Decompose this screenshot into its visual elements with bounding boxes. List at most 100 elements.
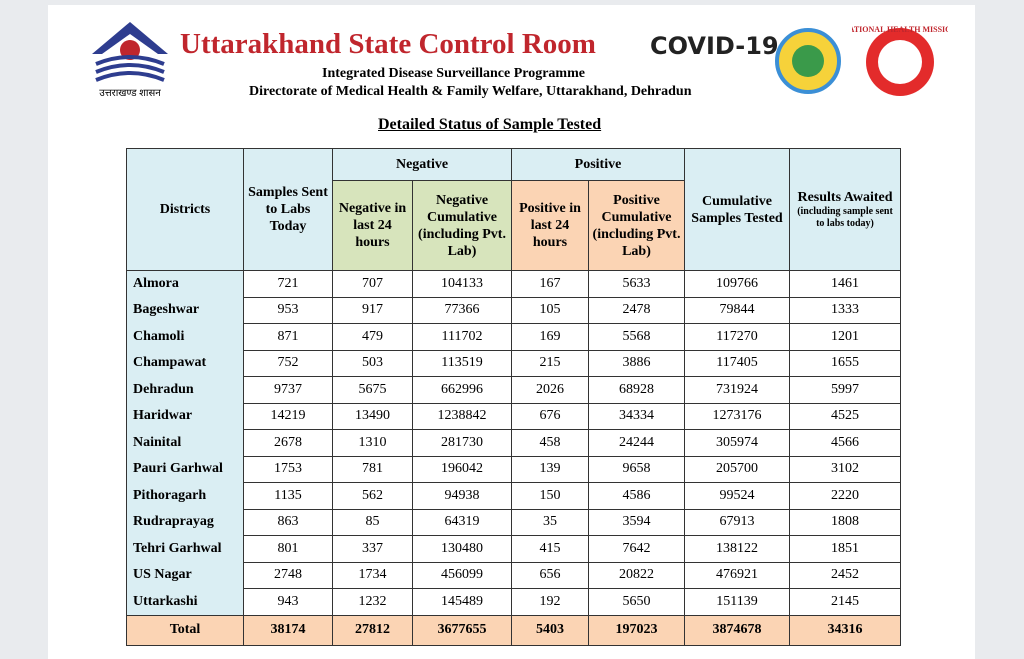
value-cell: 479 — [332, 323, 413, 351]
value-cell: 169 — [511, 323, 589, 351]
value-cell: 3102 — [789, 455, 901, 483]
table-row: Bageshwar 953 917 77366 105 2478 79844 1333 — [126, 296, 901, 324]
value-cell: 196042 — [412, 455, 512, 483]
header-note: (including sample sent to labs today) — [797, 206, 893, 229]
value-cell: 953 — [243, 296, 333, 324]
status-table: Districts Samples Sent to Labs Today Negat… — [126, 148, 901, 646]
value-cell: 4525 — [789, 402, 901, 430]
value-cell: 5403 — [511, 614, 589, 646]
value-cell: 337 — [332, 535, 413, 563]
value-cell: 130480 — [412, 535, 512, 563]
table-row: Dehradun 9737 5675 662996 2026 68928 731924 599… — [126, 376, 901, 404]
value-cell: 111702 — [412, 323, 512, 351]
value-cell: 2678 — [243, 429, 333, 457]
value-cell: 1753 — [243, 455, 333, 483]
district-cell: US Nagar — [126, 562, 244, 589]
value-cell: 731924 — [684, 376, 790, 404]
value-cell: 2452 — [789, 561, 901, 589]
value-cell: 1808 — [789, 508, 901, 536]
value-cell: 109766 — [684, 270, 790, 298]
table-row: US Nagar 2748 1734 456099 656 20822 476921 2452 — [126, 561, 901, 589]
value-cell: 113519 — [412, 349, 512, 377]
table-row: Haridwar 14219 13490 1238842 676 34334 1273176… — [126, 402, 901, 430]
value-cell: 7642 — [588, 535, 685, 563]
header-cell: Results Awaited (including sample sent to… — [789, 148, 901, 271]
state-logo: उत्तराखण्ड शासन — [92, 22, 168, 99]
header-cell: Districts — [126, 148, 244, 271]
value-cell: 13490 — [332, 402, 413, 430]
table-row: Champawat 752 503 113519 215 3886 117405 1655 — [126, 349, 901, 377]
value-cell: 104133 — [412, 270, 512, 298]
value-cell: 105 — [511, 296, 589, 324]
header-cell: Positive Cumulative (including Pvt. Lab) — [588, 180, 685, 271]
value-cell: 20822 — [588, 561, 685, 589]
value-cell: 94938 — [412, 482, 512, 510]
value-cell: 676 — [511, 402, 589, 430]
value-cell: 781 — [332, 455, 413, 483]
table-row: Uttarkashi 943 1232 145489 192 5650 151139 2145 — [126, 588, 901, 616]
value-cell: 1232 — [332, 588, 413, 616]
header-cell: Samples Sent to Labs Today — [243, 148, 333, 271]
value-cell: 34334 — [588, 402, 685, 430]
value-cell: 4566 — [789, 429, 901, 457]
value-cell: 801 — [243, 535, 333, 563]
value-cell: 917 — [332, 296, 413, 324]
value-cell: 197023 — [588, 614, 685, 646]
district-cell: Champawat — [126, 350, 244, 377]
value-cell: 863 — [243, 508, 333, 536]
table-row: Rudraprayag 863 85 64319 35 3594 67913 1808 — [126, 508, 901, 536]
value-cell: 9737 — [243, 376, 333, 404]
value-cell: 68928 — [588, 376, 685, 404]
value-cell: 117270 — [684, 323, 790, 351]
district-cell: Total — [126, 614, 244, 646]
value-cell: 5997 — [789, 376, 901, 404]
value-cell: 4586 — [588, 482, 685, 510]
value-cell: 35 — [511, 508, 589, 536]
district-cell: Chamoli — [126, 323, 244, 350]
value-cell: 458 — [511, 429, 589, 457]
value-cell: 656 — [511, 561, 589, 589]
value-cell: 1655 — [789, 349, 901, 377]
value-cell: 24244 — [588, 429, 685, 457]
table-row: Pithoragarh 1135 562 94938 150 4586 99524 2220 — [126, 482, 901, 510]
value-cell: 192 — [511, 588, 589, 616]
value-cell: 5675 — [332, 376, 413, 404]
value-cell: 38174 — [243, 614, 333, 646]
header-cell: Negative — [332, 148, 512, 181]
caption: Detailed Status of Sample Tested — [378, 116, 602, 133]
value-cell: 562 — [332, 482, 413, 510]
value-cell: 456099 — [412, 561, 512, 589]
value-cell: 5633 — [588, 270, 685, 298]
value-cell: 205700 — [684, 455, 790, 483]
header-cell: Positive in last 24 hours — [511, 180, 589, 271]
value-cell: 1135 — [243, 482, 333, 510]
value-cell: 1851 — [789, 535, 901, 563]
value-cell: 281730 — [412, 429, 512, 457]
value-cell: 752 — [243, 349, 333, 377]
value-cell: 2220 — [789, 482, 901, 510]
value-cell: 1238842 — [412, 402, 512, 430]
district-cell: Rudraprayag — [126, 509, 244, 536]
value-cell: 2478 — [588, 296, 685, 324]
table-row: Nainital 2678 1310 281730 458 24244 305974 4566 — [126, 429, 901, 457]
value-cell: 9658 — [588, 455, 685, 483]
value-cell: 167 — [511, 270, 589, 298]
district-cell: Uttarkashi — [126, 588, 244, 615]
covid-logo: COVID-19 — [650, 32, 779, 60]
district-cell: Nainital — [126, 429, 244, 456]
district-cell: Dehradun — [126, 376, 244, 403]
value-cell: 5650 — [588, 588, 685, 616]
value-cell: 1201 — [789, 323, 901, 351]
header-cell: Negative Cumulative (including Pvt. Lab) — [412, 180, 512, 271]
value-cell: 3677655 — [412, 614, 512, 646]
value-cell: 139 — [511, 455, 589, 483]
idsp-logo — [775, 28, 841, 94]
value-cell: 117405 — [684, 349, 790, 377]
value-cell: 1333 — [789, 296, 901, 324]
value-cell: 476921 — [684, 561, 790, 589]
value-cell: 64319 — [412, 508, 512, 536]
district-cell: Almora — [126, 270, 244, 297]
value-cell: 305974 — [684, 429, 790, 457]
subtitle: Integrated Disease Surveillance Programm… — [322, 66, 585, 81]
